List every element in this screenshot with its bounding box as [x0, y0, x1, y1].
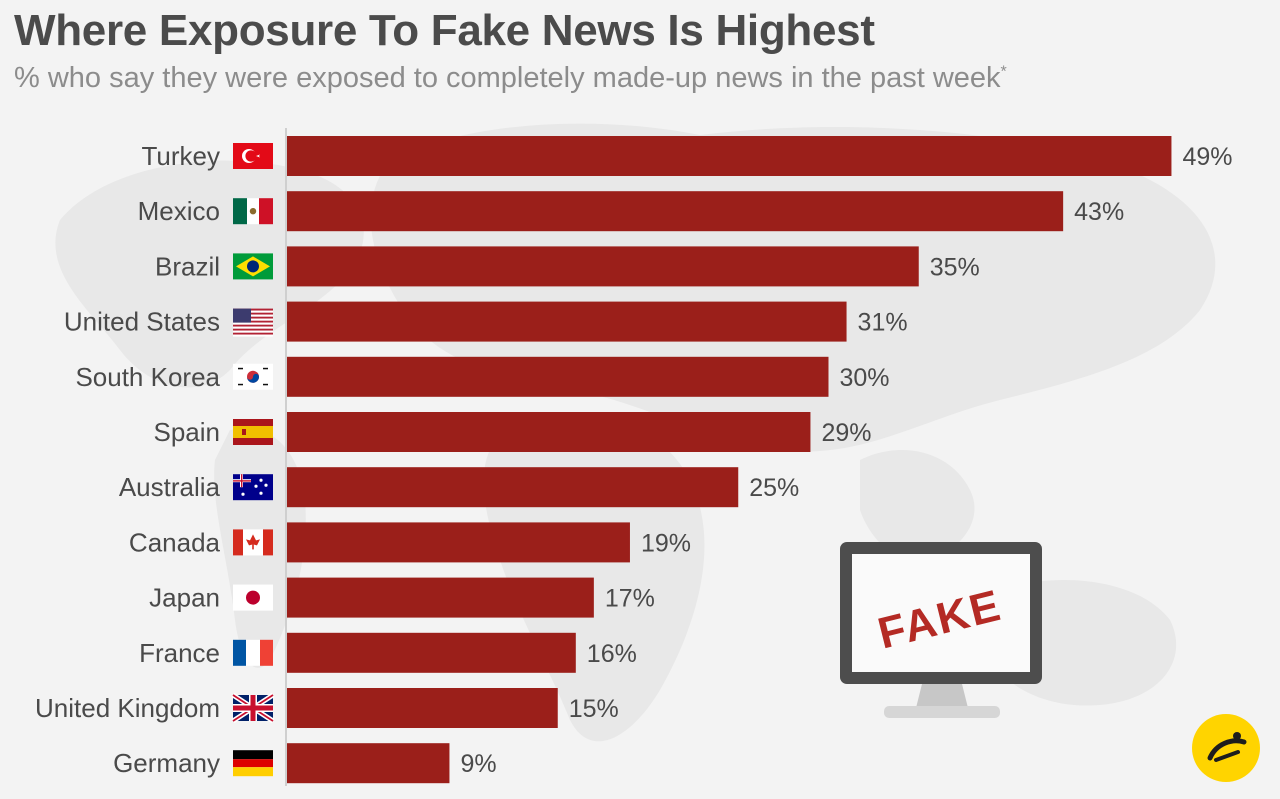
chart-title: Where Exposure To Fake News Is Highest: [14, 6, 875, 55]
bar-mexico: [287, 191, 1064, 232]
category-label: France: [139, 638, 220, 668]
value-label: 15%: [569, 695, 619, 723]
logo-icon: ح: [1192, 714, 1260, 782]
category-label: Turkey: [142, 141, 221, 171]
flag-australia-icon: [233, 474, 273, 501]
bar-south-korea: [287, 356, 829, 397]
value-label: 35%: [930, 253, 980, 281]
value-label: 30%: [840, 364, 890, 392]
value-label: 25%: [749, 474, 799, 502]
category-label: Japan: [149, 583, 220, 613]
value-label: 17%: [605, 585, 655, 613]
value-label: 31%: [858, 309, 908, 337]
bar-united-kingdom: [287, 688, 558, 728]
bar-germany: [287, 743, 450, 784]
flag-france-icon: [233, 639, 273, 666]
flag-canada-icon: [233, 529, 273, 556]
category-label: Australia: [119, 472, 221, 502]
bar-canada: [287, 522, 630, 563]
flag-spain-icon: [233, 419, 273, 445]
chart-subtitle: % who say they were exposed to completel…: [14, 62, 1007, 95]
value-label: 9%: [460, 750, 496, 778]
flag-turkey-icon: [233, 143, 273, 169]
category-label: Spain: [154, 417, 221, 447]
bar-turkey: [287, 136, 1172, 176]
value-label: 16%: [587, 640, 637, 668]
flag-united-kingdom-icon: [231, 692, 275, 724]
category-label: Germany: [113, 748, 220, 778]
category-label: Mexico: [138, 196, 220, 226]
value-label: 19%: [641, 529, 691, 557]
subtitle-footnote-mark: *: [1000, 63, 1007, 81]
flag-south-korea-icon: [233, 363, 273, 390]
bar-spain: [287, 412, 811, 452]
value-label: 43%: [1074, 198, 1124, 226]
category-label: South Korea: [75, 362, 220, 392]
bar-brazil: [287, 246, 919, 287]
bar-australia: [287, 467, 739, 508]
category-label: Brazil: [155, 251, 220, 281]
flag-germany-icon: [233, 750, 273, 777]
bar-japan: [287, 577, 594, 618]
category-label: United Kingdom: [35, 693, 220, 723]
flag-mexico-icon: [233, 198, 273, 225]
flag-brazil-icon: [233, 253, 273, 280]
value-label: 49%: [1182, 143, 1232, 171]
bar-united-states: [287, 301, 847, 342]
category-label: Canada: [129, 527, 221, 557]
flag-japan-icon: [233, 584, 273, 611]
flag-united-states-icon: [233, 308, 273, 337]
value-label: 29%: [821, 419, 871, 447]
subtitle-text: % who say they were exposed to completel…: [14, 62, 1001, 94]
category-label: United States: [64, 307, 220, 337]
bar-france: [287, 632, 576, 673]
monitor-icon: FAKE: [840, 542, 1042, 718]
